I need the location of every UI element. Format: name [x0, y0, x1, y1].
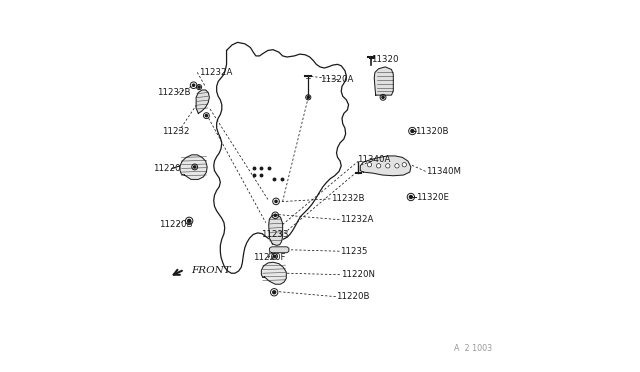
- Text: 11320: 11320: [371, 55, 399, 64]
- Text: FRONT: FRONT: [191, 266, 230, 275]
- Polygon shape: [196, 90, 209, 113]
- Text: 11320A: 11320A: [320, 75, 353, 84]
- Circle shape: [395, 164, 399, 168]
- Polygon shape: [180, 155, 207, 179]
- Circle shape: [188, 219, 191, 222]
- Circle shape: [205, 115, 207, 117]
- Polygon shape: [261, 262, 286, 284]
- Polygon shape: [269, 247, 289, 253]
- Text: 11320B: 11320B: [415, 126, 449, 135]
- Text: 11320E: 11320E: [416, 193, 449, 202]
- Circle shape: [275, 200, 277, 202]
- Circle shape: [193, 166, 196, 168]
- Circle shape: [402, 163, 406, 167]
- Circle shape: [274, 214, 276, 217]
- Text: 11220: 11220: [152, 164, 180, 173]
- Circle shape: [307, 96, 309, 99]
- Circle shape: [376, 164, 381, 168]
- Text: 11220B: 11220B: [159, 220, 192, 229]
- Text: 11235: 11235: [340, 247, 367, 256]
- Text: 11233: 11233: [260, 230, 288, 239]
- Text: 11232B: 11232B: [331, 194, 365, 203]
- Circle shape: [410, 196, 412, 198]
- Polygon shape: [269, 215, 283, 246]
- Circle shape: [411, 129, 414, 132]
- Circle shape: [198, 86, 200, 88]
- Text: 11220F: 11220F: [253, 253, 285, 262]
- Text: 11232B: 11232B: [157, 88, 191, 97]
- Circle shape: [367, 163, 372, 167]
- Text: 11232A: 11232A: [199, 68, 232, 77]
- Text: 11220B: 11220B: [337, 292, 370, 301]
- Text: 11232A: 11232A: [340, 215, 374, 224]
- Text: 11220N: 11220N: [340, 270, 374, 279]
- Polygon shape: [360, 156, 411, 176]
- Circle shape: [382, 96, 384, 99]
- Text: 11340M: 11340M: [426, 167, 461, 176]
- Circle shape: [385, 164, 390, 168]
- Circle shape: [273, 291, 276, 294]
- Circle shape: [193, 84, 195, 86]
- Text: A  2 1003: A 2 1003: [454, 344, 492, 353]
- Text: 11232: 11232: [162, 126, 189, 135]
- Circle shape: [273, 255, 276, 257]
- Text: 11340A: 11340A: [356, 155, 390, 164]
- Polygon shape: [374, 67, 394, 95]
